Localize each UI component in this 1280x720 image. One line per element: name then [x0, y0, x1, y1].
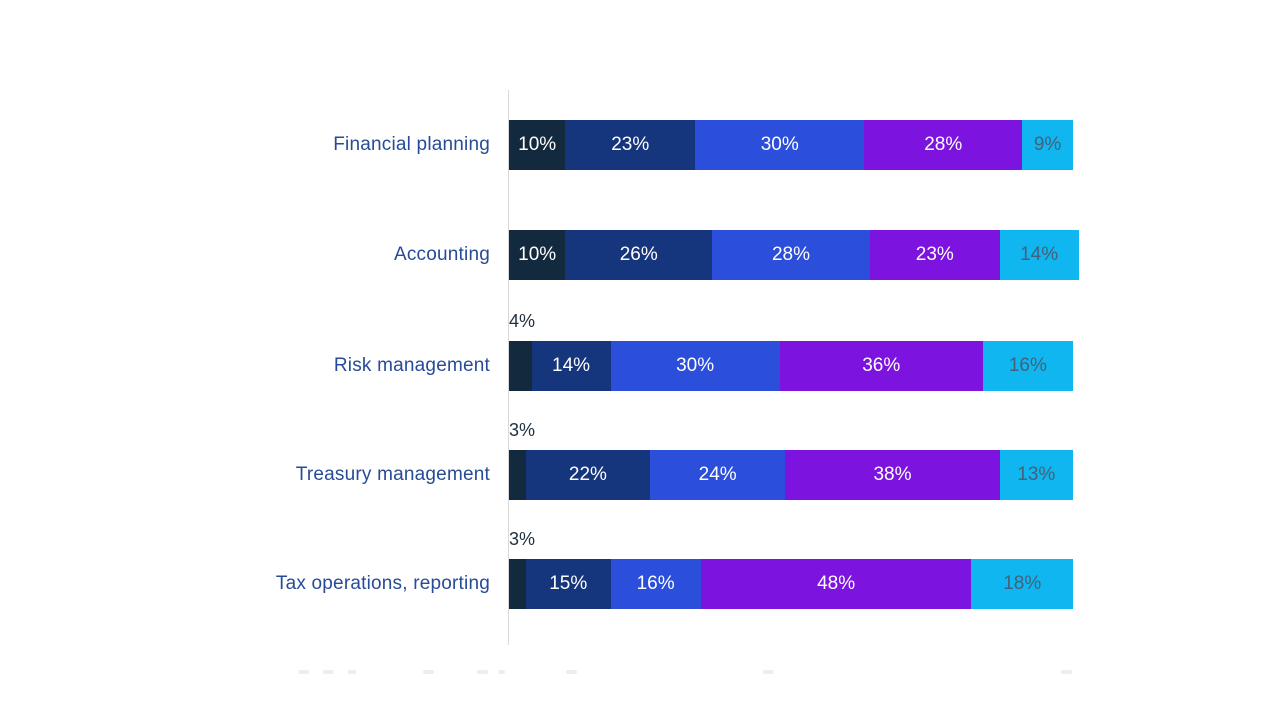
segment-value-label: 38% — [873, 464, 912, 485]
segment-value-label: 24% — [698, 464, 737, 485]
bar-segment: 15% — [525, 559, 611, 609]
segment-value-label: 23% — [611, 134, 650, 155]
segment-value-label: 15% — [549, 573, 588, 594]
bar-segment: 9% — [1022, 120, 1073, 170]
category-label-risk-management: Risk management — [333, 355, 490, 376]
overflow-value-label: 3% — [509, 420, 536, 440]
bar-segment — [509, 341, 532, 391]
legend-cutoff-marks — [0, 668, 1280, 682]
bar-segment: 26% — [565, 230, 713, 280]
bar-segment — [509, 450, 526, 500]
bar-segment: 38% — [785, 450, 1000, 500]
category-label-accounting: Accounting — [393, 244, 490, 265]
bar-segment: 10% — [509, 230, 566, 280]
bar-segment — [509, 559, 526, 609]
bar-segment: 16% — [610, 559, 701, 609]
bar-segment: 36% — [779, 341, 983, 391]
category-label-treasury-management: Treasury management — [295, 464, 490, 485]
segment-value-label: 9% — [1033, 134, 1062, 155]
bar-segment: 14% — [999, 230, 1079, 280]
bar-segment: 10% — [509, 120, 566, 170]
segment-value-label: 18% — [1003, 573, 1042, 594]
bar-segment: 22% — [525, 450, 650, 500]
bar-segment: 23% — [565, 120, 696, 170]
segment-value-label: 28% — [924, 134, 963, 155]
bar-segment: 30% — [695, 120, 865, 170]
stacked-bar-accounting: 10% 26% 28% 23% 14% — [509, 230, 1079, 280]
overflow-value-label: 4% — [509, 311, 536, 331]
segment-value-label: 16% — [636, 573, 675, 594]
segment-value-label: 13% — [1017, 464, 1056, 485]
bar-segment: 28% — [864, 120, 1023, 170]
segment-value-label: 48% — [817, 573, 856, 594]
segment-value-label: 10% — [518, 134, 557, 155]
stacked-bar-financial-planning: 10% 23% 30% 28% 9% — [509, 120, 1073, 170]
bar-segment: 30% — [610, 341, 780, 391]
bar-segment: 28% — [712, 230, 870, 280]
bar-segment: 48% — [700, 559, 972, 609]
stacked-bar-risk-management: 14% 30% 36% 16% — [509, 341, 1073, 391]
overflow-value-label: 3% — [509, 529, 536, 549]
segment-value-label: 28% — [771, 244, 810, 265]
segment-value-label: 30% — [676, 355, 715, 376]
category-label-financial-planning: Financial planning — [333, 134, 490, 155]
segment-value-label: 30% — [760, 134, 799, 155]
bar-segment: 24% — [649, 450, 786, 500]
segment-value-label: 14% — [552, 355, 591, 376]
segment-value-label: 36% — [862, 355, 901, 376]
bar-segment: 14% — [531, 341, 611, 391]
segment-value-label: 14% — [1020, 244, 1059, 265]
category-label-tax-operations-reporting: Tax operations, reporting — [275, 573, 490, 594]
y-axis-baseline — [508, 90, 509, 645]
bar-segment: 13% — [999, 450, 1073, 500]
bar-segment: 23% — [869, 230, 1000, 280]
segment-value-label: 10% — [518, 244, 557, 265]
bar-segment: 16% — [982, 341, 1073, 391]
segment-value-label: 23% — [915, 244, 954, 265]
segment-value-label: 16% — [1008, 355, 1047, 376]
bar-segment: 18% — [971, 559, 1073, 609]
stacked-bar-tax-operations-reporting: 15% 16% 48% 18% — [509, 559, 1073, 609]
segment-value-label: 26% — [619, 244, 658, 265]
stacked-bar-treasury-management: 22% 24% 38% 13% — [509, 450, 1073, 500]
segment-value-label: 22% — [568, 464, 607, 485]
